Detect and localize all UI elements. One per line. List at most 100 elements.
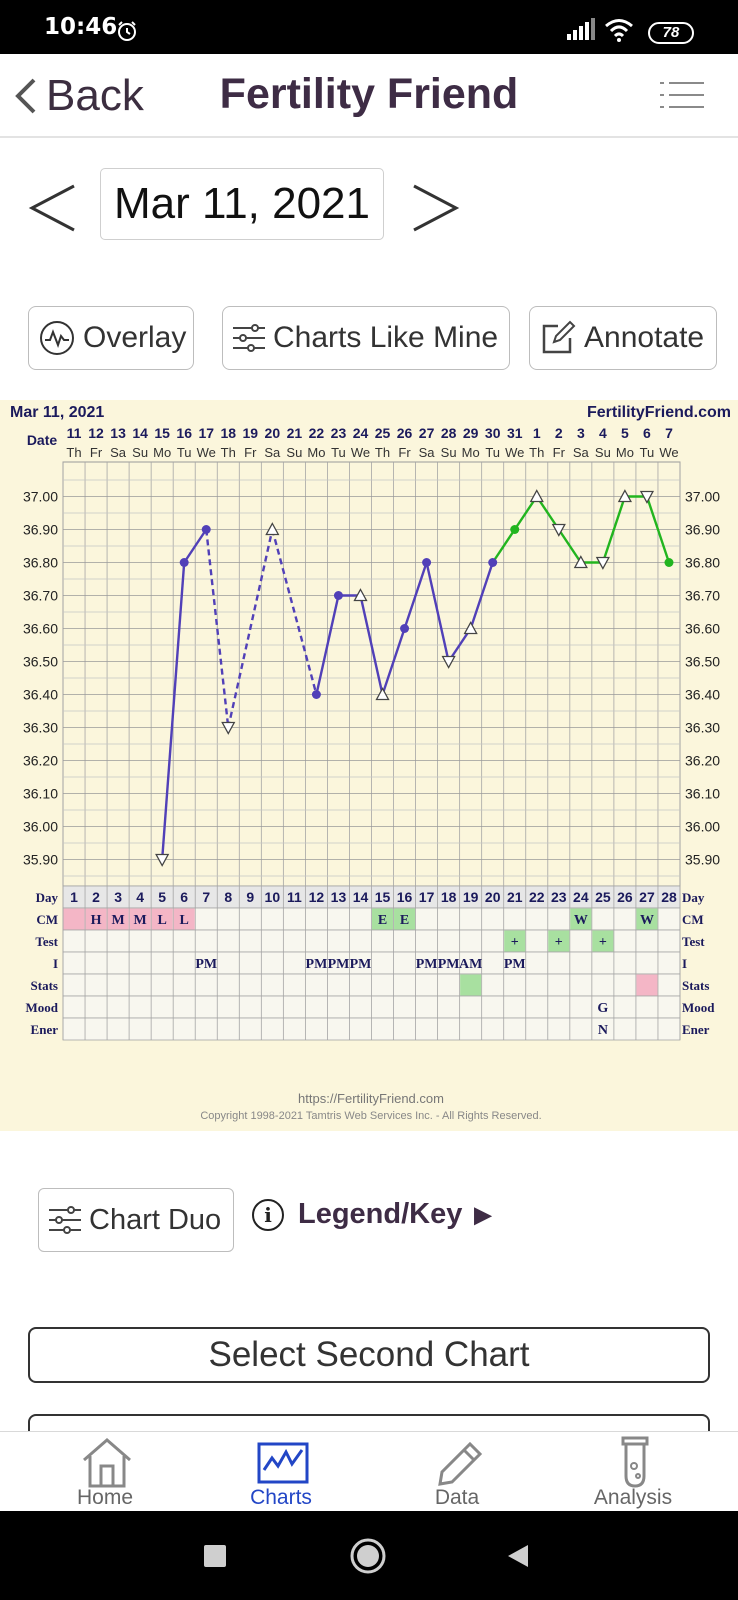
temp-line-segment: [205, 529, 230, 728]
row-label-right: CM: [682, 912, 704, 927]
x-weekday-label: Mo: [462, 445, 480, 460]
recents-icon[interactable]: [204, 1545, 226, 1567]
menu-icon[interactable]: [660, 80, 704, 110]
cm-value: E: [400, 913, 409, 928]
cycle-day-label: 12: [309, 889, 325, 905]
cycle-day-label: 21: [507, 889, 523, 905]
x-weekday-label: Tu: [331, 445, 346, 460]
x-date-label: 23: [331, 425, 347, 441]
charts-like-mine-button[interactable]: Charts Like Mine: [222, 306, 510, 370]
x-weekday-label: Su: [595, 445, 611, 460]
row-label-right: I: [682, 956, 687, 971]
row-label-left: I: [53, 956, 58, 971]
cycle-day-label: 22: [529, 889, 545, 905]
intercourse-value: PM: [438, 957, 460, 972]
x-weekday-label: Tu: [485, 445, 500, 460]
x-date-label: 16: [176, 425, 192, 441]
y-tick-right: 36.40: [685, 687, 720, 703]
temp-line-segment: [183, 528, 208, 564]
temp-point-open-down: [221, 721, 236, 735]
x-weekday-label: Fr: [90, 445, 103, 460]
intercourse-value: PM: [328, 957, 350, 972]
intercourse-value: PM: [416, 957, 438, 972]
page-title: Fertility Friend: [219, 70, 519, 118]
y-tick-right: 36.10: [685, 786, 720, 802]
tab-charts[interactable]: Charts: [221, 1432, 341, 1512]
x-date-label: 29: [463, 425, 479, 441]
home-icon: [83, 1438, 131, 1488]
cycle-day-label: 18: [441, 889, 457, 905]
x-weekday-label: Mo: [153, 445, 171, 460]
test-value: +: [511, 935, 519, 950]
cycle-day-label: 8: [224, 889, 232, 905]
y-tick-left: 36.40: [23, 687, 58, 703]
temp-point-open-up: [573, 555, 588, 569]
x-date-label: 27: [419, 425, 435, 441]
y-tick-left: 35.90: [23, 852, 58, 868]
temp-point-open-up: [353, 588, 368, 602]
cycle-day-label: 3: [114, 889, 122, 905]
annotate-button[interactable]: Annotate: [529, 306, 717, 370]
cycle-day-label: 15: [375, 889, 391, 905]
intercourse-value: PM: [306, 957, 328, 972]
x-weekday-label: Tu: [640, 445, 655, 460]
temp-point-open-up: [617, 489, 633, 503]
intercourse-value: AM: [459, 957, 482, 972]
x-weekday-label: Th: [375, 445, 390, 460]
date-selector[interactable]: Mar 11, 2021: [100, 168, 384, 240]
tab-analysis[interactable]: Analysis: [573, 1432, 693, 1512]
next-arrow-icon[interactable]: [410, 182, 460, 234]
intercourse-value: PM: [504, 957, 526, 972]
temp-point-open-up: [265, 522, 280, 536]
select-second-chart-button[interactable]: Select Second Chart: [28, 1327, 710, 1383]
cycle-day-label: 23: [551, 889, 567, 905]
temp-point: [510, 525, 520, 534]
x-date-label: 28: [441, 425, 457, 441]
cycle-day-label: 2: [92, 889, 100, 905]
tab-home[interactable]: Home: [45, 1432, 165, 1512]
row-label-right: Test: [682, 934, 705, 949]
chart-copyright: Copyright 1998-2021 Tamtris Web Services…: [200, 1110, 541, 1122]
temp-point-open-down: [595, 556, 610, 570]
back-button[interactable]: Back: [12, 71, 144, 120]
temp-point: [333, 591, 343, 600]
y-tick-right: 36.80: [685, 555, 720, 571]
wifi-icon: [605, 19, 633, 42]
y-tick-right: 36.50: [685, 654, 720, 670]
legend-key-link[interactable]: i Legend/Key ▶: [252, 1198, 491, 1231]
overlay-button[interactable]: Overlay: [28, 306, 194, 370]
y-tick-left: 36.30: [23, 720, 58, 736]
row-label-right: Ener: [682, 1022, 710, 1037]
row-label-right: Day: [682, 890, 705, 905]
cycle-day-label: 13: [331, 889, 347, 905]
x-weekday-label: Th: [66, 445, 81, 460]
x-date-label: 18: [220, 425, 236, 441]
x-date-label: 30: [485, 425, 501, 441]
x-weekday-label: Fr: [553, 445, 566, 460]
y-tick-right: 36.20: [685, 753, 720, 769]
cm-value: H: [91, 913, 102, 928]
back-nav-icon[interactable]: [506, 1543, 530, 1569]
x-weekday-label: Sa: [573, 445, 590, 460]
test-cell-fill: [504, 930, 526, 952]
chart-duo-button[interactable]: Chart Duo: [38, 1188, 234, 1252]
cycle-day-label: 4: [136, 889, 144, 905]
y-tick-right: 37.00: [685, 489, 720, 505]
tab-data[interactable]: Data: [397, 1432, 517, 1512]
test-cell-fill: [548, 930, 570, 952]
previous-arrow-icon[interactable]: [28, 182, 78, 234]
x-date-label: 2: [555, 425, 563, 441]
y-tick-left: 37.00: [23, 489, 58, 505]
fertility-chart: Mar 11, 2021 FertilityFriend.com Date 11 Th 1…: [0, 400, 738, 1131]
test-cell-fill: [592, 930, 614, 952]
x-weekday-label: Sa: [264, 445, 281, 460]
x-date-label: 6: [643, 425, 651, 441]
x-weekday-label: Mo: [616, 445, 634, 460]
temp-point-open-down: [551, 523, 566, 537]
cm-value: L: [157, 913, 166, 928]
x-date-label: 15: [154, 425, 170, 441]
y-tick-left: 36.80: [23, 555, 58, 571]
home-nav-icon[interactable]: [349, 1537, 387, 1575]
overlay-label: Overlay: [83, 321, 187, 354]
row-label-left: Stats: [31, 978, 58, 993]
